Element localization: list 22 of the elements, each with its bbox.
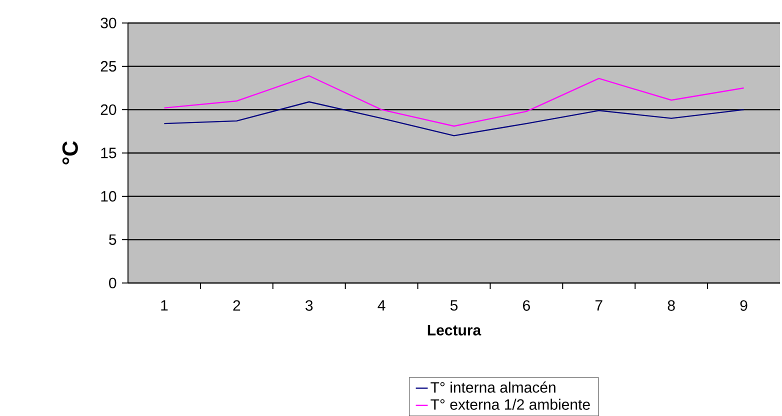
x-tick-label: 1 — [161, 300, 168, 311]
y-tick-label: 0 — [109, 278, 116, 288]
y-tick-label: 15 — [101, 148, 116, 158]
legend-label: T° interna almacén — [430, 382, 556, 393]
x-tick-label: 3 — [306, 300, 313, 311]
y-tick-label: 5 — [109, 234, 116, 245]
y-tick-label: 30 — [100, 18, 116, 28]
x-tick-label: 6 — [523, 300, 530, 311]
x-tick-label: 4 — [378, 300, 386, 311]
y-tick-label: 25 — [100, 61, 116, 72]
y-axis-title: °C — [62, 141, 78, 164]
x-tick-label: 9 — [740, 300, 748, 311]
legend-label: T° externa 1/2 ambiente — [430, 398, 590, 410]
x-tick-label: 2 — [233, 300, 240, 311]
y-tick-label: 10 — [101, 191, 116, 202]
x-axis-title: Lectura — [428, 325, 482, 336]
y-tick-label: 20 — [100, 104, 116, 115]
line-series — [164, 75, 744, 127]
x-tick-label: 5 — [450, 300, 458, 311]
x-tick-label: 7 — [595, 300, 602, 311]
line-series — [164, 101, 744, 136]
x-tick-label: 8 — [668, 300, 675, 311]
